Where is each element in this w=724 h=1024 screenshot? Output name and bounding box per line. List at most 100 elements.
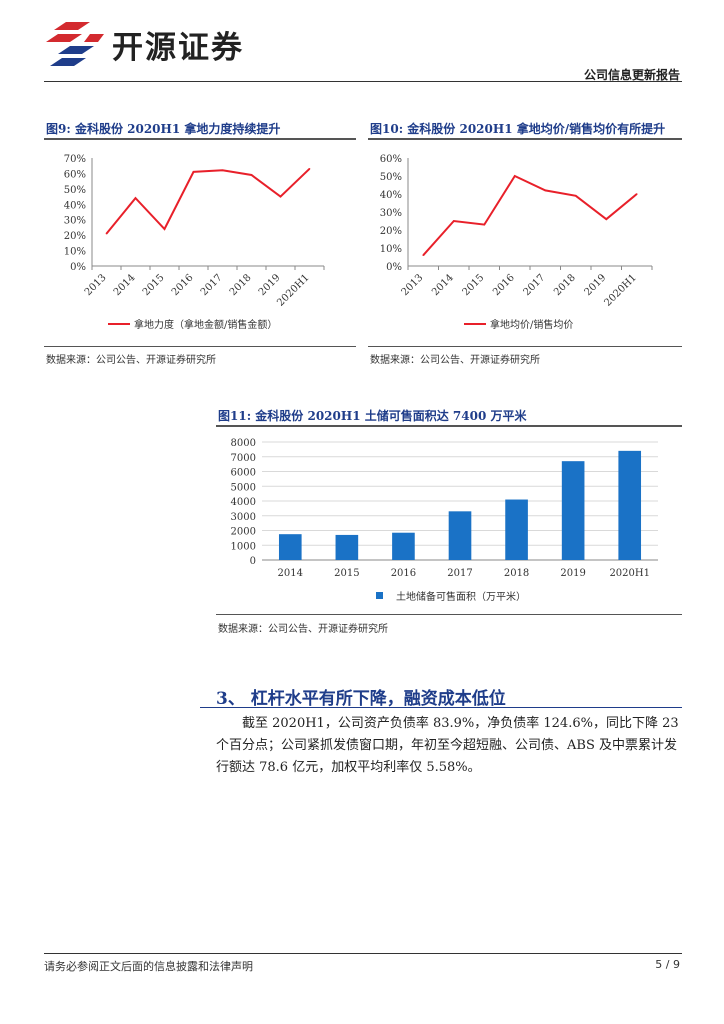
bar bbox=[505, 499, 528, 560]
footer-rule bbox=[44, 953, 682, 954]
series-line bbox=[105, 168, 311, 235]
bar bbox=[392, 532, 415, 560]
page-number: 5 / 9 bbox=[655, 958, 680, 971]
y-tick-label: 50% bbox=[64, 185, 86, 196]
figure-11-source-rule bbox=[216, 614, 682, 615]
figure-10-source: 数据来源：公司公告、开源证券研究所 bbox=[370, 355, 540, 366]
x-tick-label: 2014 bbox=[112, 272, 138, 298]
data-point bbox=[134, 197, 137, 199]
x-tick-label: 2017 bbox=[199, 272, 225, 298]
figure-10-title: 图10: 金科股份 2020H1 拿地均价/销售均价有所提升 bbox=[370, 122, 666, 136]
data-point bbox=[105, 232, 108, 235]
x-tick-label: 2017 bbox=[447, 568, 472, 579]
x-tick-label: 2014 bbox=[278, 568, 303, 579]
footer-disclaimer: 请务必参阅正文后面的信息披露和法律声明 bbox=[44, 960, 253, 973]
data-point bbox=[308, 168, 311, 170]
y-tick-label: 30% bbox=[380, 208, 402, 219]
x-tick-label: 2019 bbox=[583, 272, 609, 298]
data-point bbox=[250, 174, 253, 176]
legend-swatch bbox=[376, 592, 383, 599]
y-tick-label: 10% bbox=[64, 247, 86, 258]
y-tick-label: 0% bbox=[386, 262, 402, 273]
data-point bbox=[513, 175, 516, 177]
x-tick-label: 2013 bbox=[400, 272, 426, 298]
logo-icon bbox=[46, 22, 104, 66]
legend-label: 拿地力度（拿地金额/销售金额） bbox=[134, 318, 277, 331]
x-tick-label: 2017 bbox=[522, 272, 548, 298]
legend-label: 土地储备可售面积（万平米） bbox=[396, 590, 526, 603]
y-tick-label: 30% bbox=[64, 216, 86, 227]
x-tick-label: 2016 bbox=[391, 568, 416, 579]
data-point bbox=[544, 189, 547, 192]
y-tick-label: 2000 bbox=[231, 527, 256, 538]
data-point bbox=[422, 254, 425, 256]
figure-10-chart: 0% 10% 20% 30% 40% 50% 60% 2013 2014 2015 2016 2017… bbox=[380, 154, 653, 331]
data-point bbox=[221, 169, 224, 172]
x-tick-label: 2016 bbox=[491, 272, 517, 298]
figure-11-source: 数据来源：公司公告、开源证券研究所 bbox=[218, 624, 388, 635]
x-tick-label: 2018 bbox=[228, 272, 254, 298]
y-tick-label: 60% bbox=[380, 154, 402, 165]
y-tick-label: 20% bbox=[380, 226, 402, 237]
x-tick-label: 2013 bbox=[83, 272, 109, 298]
bar bbox=[335, 534, 359, 560]
header-rule bbox=[44, 81, 682, 82]
data-point bbox=[574, 195, 577, 197]
figure-9-chart: 0%10%20%30%40%50%60%70%2013 2014 2015 2016 2… bbox=[64, 154, 325, 331]
report-type: 公司信息更新报告 bbox=[583, 68, 680, 82]
figure-11-title: 图11: 金科股份 2020H1 土储可售面积达 7400 万平米 bbox=[218, 409, 527, 423]
data-point bbox=[605, 218, 608, 220]
data-point bbox=[483, 223, 486, 226]
y-tick-label: 3000 bbox=[231, 512, 256, 523]
section-rule bbox=[200, 707, 682, 708]
y-tick-label: 10% bbox=[380, 244, 402, 255]
bar bbox=[618, 450, 642, 560]
x-tick-label: 2020H1 bbox=[275, 272, 311, 308]
y-tick-label: 4000 bbox=[231, 497, 256, 508]
data-point bbox=[192, 171, 195, 173]
x-tick-label: 2020H1 bbox=[609, 568, 650, 579]
figure-10-title-rule bbox=[368, 138, 682, 140]
x-tick-label: 2015 bbox=[461, 272, 487, 298]
section-title: 3、 杠杆水平有所下降，融资成本低位 bbox=[216, 689, 506, 709]
figure-9-title: 图9: 金科股份 2020H1 拿地力度持续提升 bbox=[46, 122, 281, 136]
x-tick-label: 2020H1 bbox=[602, 272, 638, 308]
y-tick-label: 1000 bbox=[231, 541, 256, 552]
x-tick-label: 2019 bbox=[257, 272, 283, 298]
data-point bbox=[635, 193, 638, 195]
x-tick-label: 2018 bbox=[552, 272, 578, 298]
x-tick-label: 2019 bbox=[560, 568, 585, 579]
y-tick-label: 6000 bbox=[231, 468, 256, 479]
data-point bbox=[452, 220, 455, 222]
figure-9-title-rule bbox=[44, 138, 356, 140]
x-tick-label: 2015 bbox=[141, 272, 167, 298]
x-tick-label: 2016 bbox=[170, 272, 196, 298]
figure-11-title-rule bbox=[216, 425, 682, 427]
y-tick-label: 70% bbox=[64, 154, 86, 165]
y-tick-label: 40% bbox=[380, 190, 402, 201]
logo-text: 开源证券 bbox=[112, 30, 244, 66]
y-tick-label: 8000 bbox=[231, 438, 256, 449]
data-point bbox=[279, 195, 282, 198]
y-tick-label: 0% bbox=[70, 262, 86, 273]
legend-label: 拿地均价/销售均价 bbox=[490, 318, 573, 331]
figure-10-source-rule bbox=[368, 346, 682, 347]
y-tick-label: 60% bbox=[64, 169, 86, 180]
y-tick-label: 50% bbox=[380, 172, 402, 183]
bar bbox=[561, 461, 585, 560]
figure-9-source: 数据来源：公司公告、开源证券研究所 bbox=[46, 355, 216, 366]
series-line bbox=[422, 174, 638, 256]
x-tick-label: 2018 bbox=[504, 568, 529, 579]
y-tick-label: 7000 bbox=[231, 453, 256, 464]
figure-11-chart: 0 1000 2000 3000 4000 5000 6000 7000 8000 2014 201… bbox=[231, 438, 658, 603]
section-body: 截至 2020H1，公司资产负债率 83.9%，净负债率 124.6%，同比下降… bbox=[216, 716, 679, 775]
x-tick-label: 2015 bbox=[334, 568, 359, 579]
x-tick-label: 2014 bbox=[430, 272, 456, 298]
y-tick-label: 5000 bbox=[231, 482, 256, 493]
data-point bbox=[163, 228, 166, 230]
bar bbox=[448, 511, 472, 560]
figure-9-source-rule bbox=[44, 346, 356, 347]
bar bbox=[278, 534, 302, 560]
y-tick-label: 0 bbox=[250, 556, 256, 567]
y-tick-label: 40% bbox=[64, 200, 86, 211]
